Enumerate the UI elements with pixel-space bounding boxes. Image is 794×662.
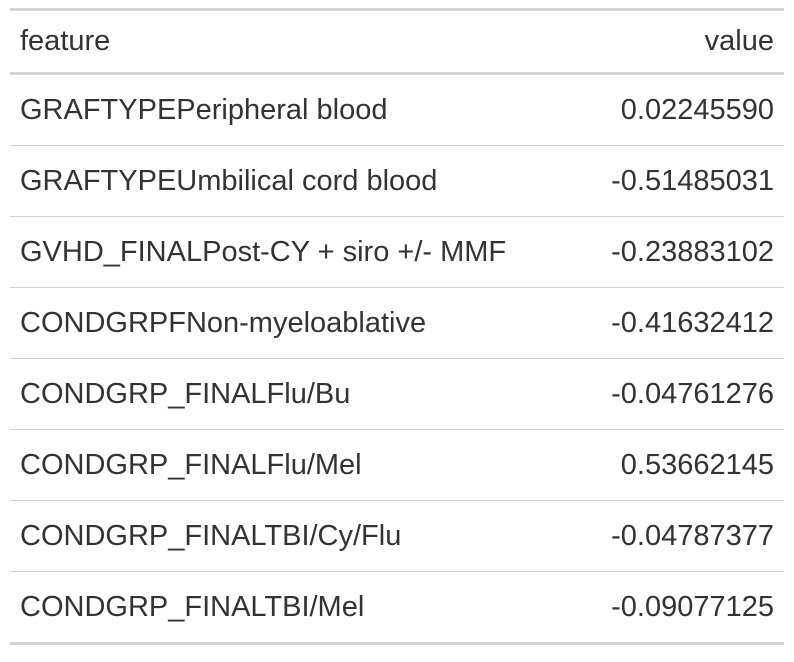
table-row: CONDGRP_FINALFlu/Bu -0.04761276	[10, 358, 784, 430]
table-row: GRAFTYPEUmbilical cord blood -0.51485031	[10, 145, 784, 217]
table-row: CONDGRP_FINALTBI/Cy/Flu -0.04787377	[10, 500, 784, 572]
value-cell: -0.23883102	[578, 216, 784, 288]
value-cell: -0.04787377	[578, 500, 784, 572]
table-body: GRAFTYPEPeripheral blood 0.02245590 GRAF…	[10, 74, 784, 644]
feature-cell: GRAFTYPEUmbilical cord blood	[10, 145, 579, 217]
header-row: feature value	[10, 9, 784, 75]
feature-cell: GRAFTYPEPeripheral blood	[20, 93, 388, 126]
value-cell: -0.51485031	[578, 145, 784, 217]
table-row: GRAFTYPEPeripheral blood 0.02245590	[10, 74, 784, 146]
feature-cell: CONDGRP_FINALFlu/Mel	[10, 429, 579, 501]
table-header: feature value	[10, 9, 784, 75]
value-cell: -0.41632412	[578, 287, 784, 359]
table-row: CONDGRP_FINALTBI/Mel -0.09077125	[10, 571, 784, 644]
table-row: GVHD_FINALPost-CY + siro +/- MMF -0.2388…	[10, 216, 784, 288]
column-header-feature: feature	[10, 9, 579, 75]
value-cell: -0.09077125	[578, 571, 784, 644]
value-cell: 0.53662145	[578, 429, 784, 501]
value-cell: -0.04761276	[578, 358, 784, 430]
feature-cell: CONDGRP_FINALFlu/Bu	[10, 358, 579, 430]
column-header-value: value	[578, 9, 784, 75]
data-table: feature value GRAFTYPEPeripheral blood 0…	[10, 8, 784, 645]
feature-cell: GVHD_FINALPost-CY + siro +/- MMF	[10, 216, 579, 288]
data-table-container: feature value GRAFTYPEPeripheral blood 0…	[10, 8, 784, 645]
table-row: CONDGRP_FINALFlu/Mel 0.53662145	[10, 429, 784, 501]
feature-cell: CONDGRPFNon-myeloablative	[10, 287, 579, 359]
table-row: CONDGRPFNon-myeloablative -0.41632412	[10, 287, 784, 359]
feature-cell: CONDGRP_FINALTBI/Cy/Flu	[10, 500, 579, 572]
feature-cell: CONDGRP_FINALTBI/Mel	[10, 571, 579, 644]
value-cell: 0.02245590	[620, 93, 774, 126]
